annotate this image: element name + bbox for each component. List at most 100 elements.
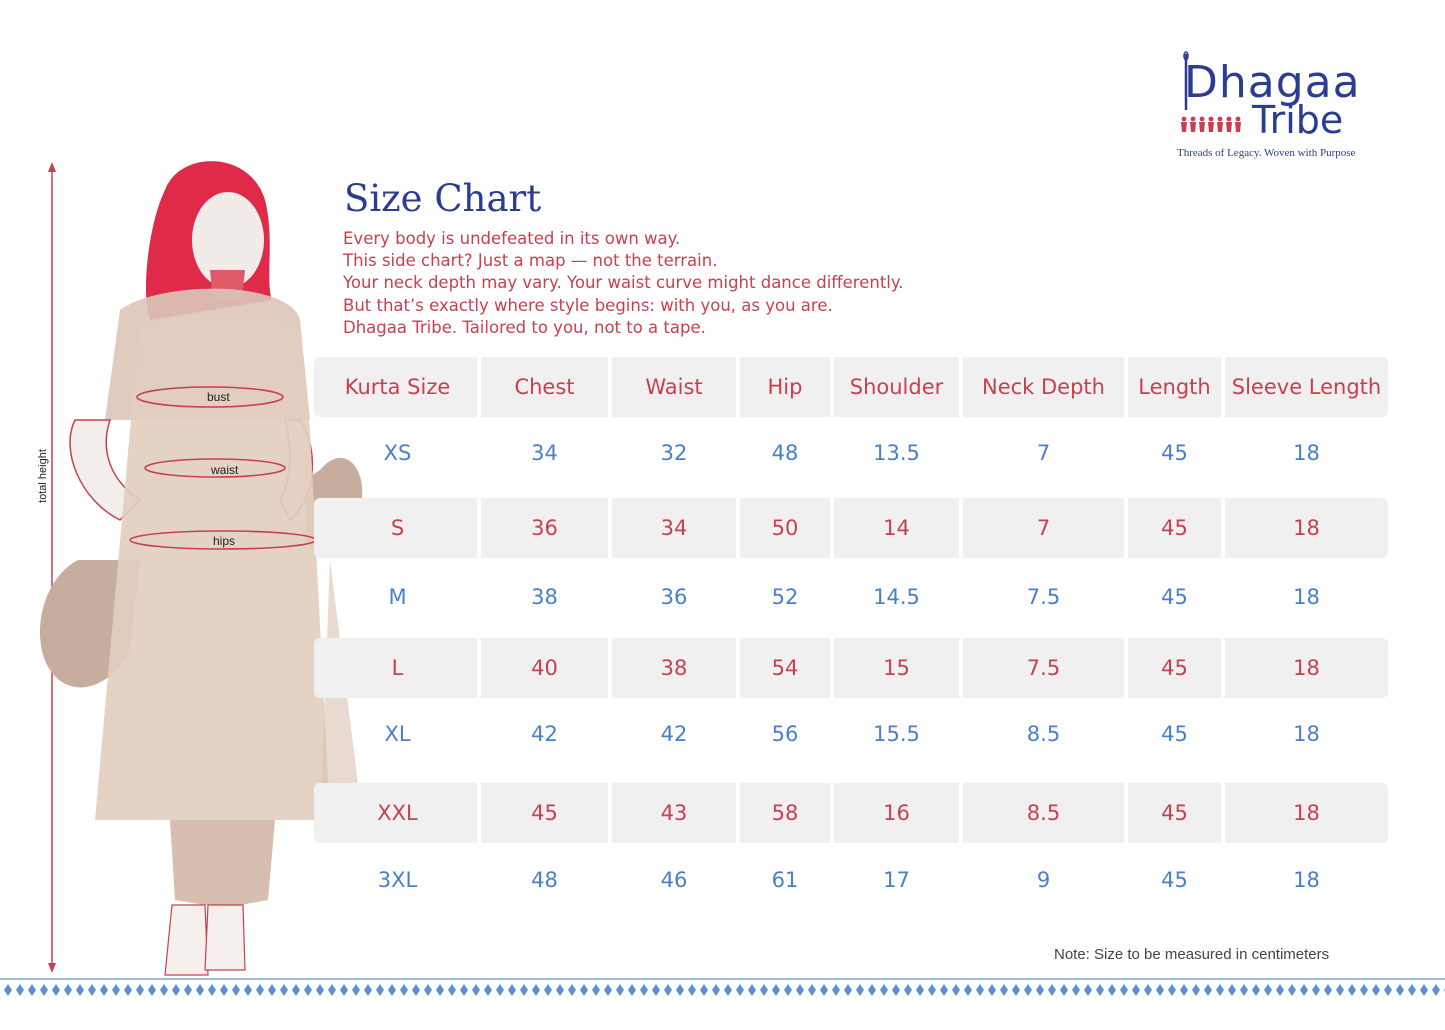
border-diamond (628, 984, 636, 996)
row-band (612, 638, 736, 698)
border-diamond (592, 984, 600, 996)
table-cell: 18 (1293, 656, 1320, 680)
border-diamond (1156, 984, 1164, 996)
border-diamond (1360, 984, 1368, 996)
border-diamond (1216, 984, 1224, 996)
intro-text: Every body is undefeated in its own way.… (343, 228, 904, 339)
border-diamond (1252, 984, 1260, 996)
intro-line: But that’s exactly where style begins: w… (343, 295, 833, 315)
header-cell-bg (834, 357, 959, 417)
border-diamond (820, 984, 828, 996)
table-cell: 61 (771, 868, 799, 892)
hips-label: hips (213, 534, 235, 548)
border-diamond (736, 984, 744, 996)
border-diamond (1300, 984, 1308, 996)
border-diamond (988, 984, 996, 996)
border-diamond (832, 984, 840, 996)
table-cell: 42 (660, 722, 688, 746)
border-diamond (1072, 984, 1080, 996)
border-diamond (688, 984, 696, 996)
border-diamond (160, 984, 168, 996)
border-diamond (1432, 984, 1440, 996)
table-cell: 45 (1161, 516, 1188, 540)
border-diamond (808, 984, 816, 996)
table-cell: 9 (1036, 868, 1051, 892)
table-cell: 45 (1161, 722, 1188, 746)
table-cell: 38 (660, 656, 688, 680)
table-header-cell: Sleeve Length (1231, 375, 1382, 399)
border-diamond (772, 984, 780, 996)
table-cell: XXL (377, 801, 418, 825)
header-cell-bg (963, 357, 1124, 417)
border-diamond (1420, 984, 1428, 996)
border-diamond (724, 984, 732, 996)
table-header-cell: Waist (645, 375, 703, 399)
border-diamond (1180, 984, 1188, 996)
table-cell: 18 (1293, 722, 1320, 746)
border-diamond (388, 984, 396, 996)
row-band (1225, 638, 1388, 698)
table-cell: 54 (771, 656, 799, 680)
border-diamond (1084, 984, 1092, 996)
border-diamond (1120, 984, 1128, 996)
border-diamond (1168, 984, 1176, 996)
border-diamond (784, 984, 792, 996)
border-diamond (844, 984, 852, 996)
row-band (963, 498, 1124, 558)
logo-tagline: Threads of Legacy. Woven with Purpose (1177, 147, 1356, 159)
brand-logo-graphic (1181, 51, 1241, 132)
border-diamond (1012, 984, 1020, 996)
row-band (1128, 783, 1221, 843)
border-diamond (88, 984, 96, 996)
border-diamond (52, 984, 60, 996)
table-cell: L (391, 656, 404, 680)
border-diamond (400, 984, 408, 996)
border-diamond (664, 984, 672, 996)
border-diamond (1324, 984, 1332, 996)
table-cell: 14 (883, 516, 910, 540)
border-diamond (244, 984, 252, 996)
page-title: Size Chart (344, 177, 542, 220)
border-diamond (280, 984, 288, 996)
decorative-bottom-border (0, 978, 1445, 996)
border-diamond (556, 984, 564, 996)
intro-line: Every body is undefeated in its own way. (343, 229, 681, 248)
border-diamond (292, 984, 300, 996)
table-cell: 45 (1161, 801, 1188, 825)
border-diamond (412, 984, 420, 996)
border-diamond (136, 984, 144, 996)
border-diamond (508, 984, 516, 996)
waist-label: waist (210, 463, 239, 477)
border-diamond (112, 984, 120, 996)
table-cell: 46 (660, 868, 688, 892)
border-diamond (40, 984, 48, 996)
border-diamond (856, 984, 864, 996)
border-diamond (976, 984, 984, 996)
row-band (1128, 638, 1221, 698)
table-cell: 13.5 (873, 441, 920, 465)
border-diamond (268, 984, 276, 996)
border-diamond (340, 984, 348, 996)
measurement-note: Note: Size to be measured in centimeters (1054, 946, 1330, 963)
border-diamond (940, 984, 948, 996)
table-cell: 16 (883, 801, 910, 825)
table-header-cell: Hip (767, 375, 803, 399)
border-diamond (424, 984, 432, 996)
border-diamond (448, 984, 456, 996)
table-cell: 7.5 (1026, 656, 1061, 680)
border-diamond (640, 984, 648, 996)
row-band (963, 638, 1124, 698)
table-cell: 8.5 (1026, 801, 1061, 825)
border-diamond (1288, 984, 1296, 996)
table-cell: 45 (1161, 656, 1188, 680)
table-cell: 34 (531, 441, 558, 465)
table-cell: 15 (883, 656, 910, 680)
border-diamond (868, 984, 876, 996)
table-cell: 58 (771, 801, 799, 825)
border-diamond (1108, 984, 1116, 996)
table-cell: 36 (660, 585, 688, 609)
border-diamond (1204, 984, 1212, 996)
border-diamond (316, 984, 324, 996)
row-band (740, 638, 830, 698)
border-diamond (1024, 984, 1032, 996)
